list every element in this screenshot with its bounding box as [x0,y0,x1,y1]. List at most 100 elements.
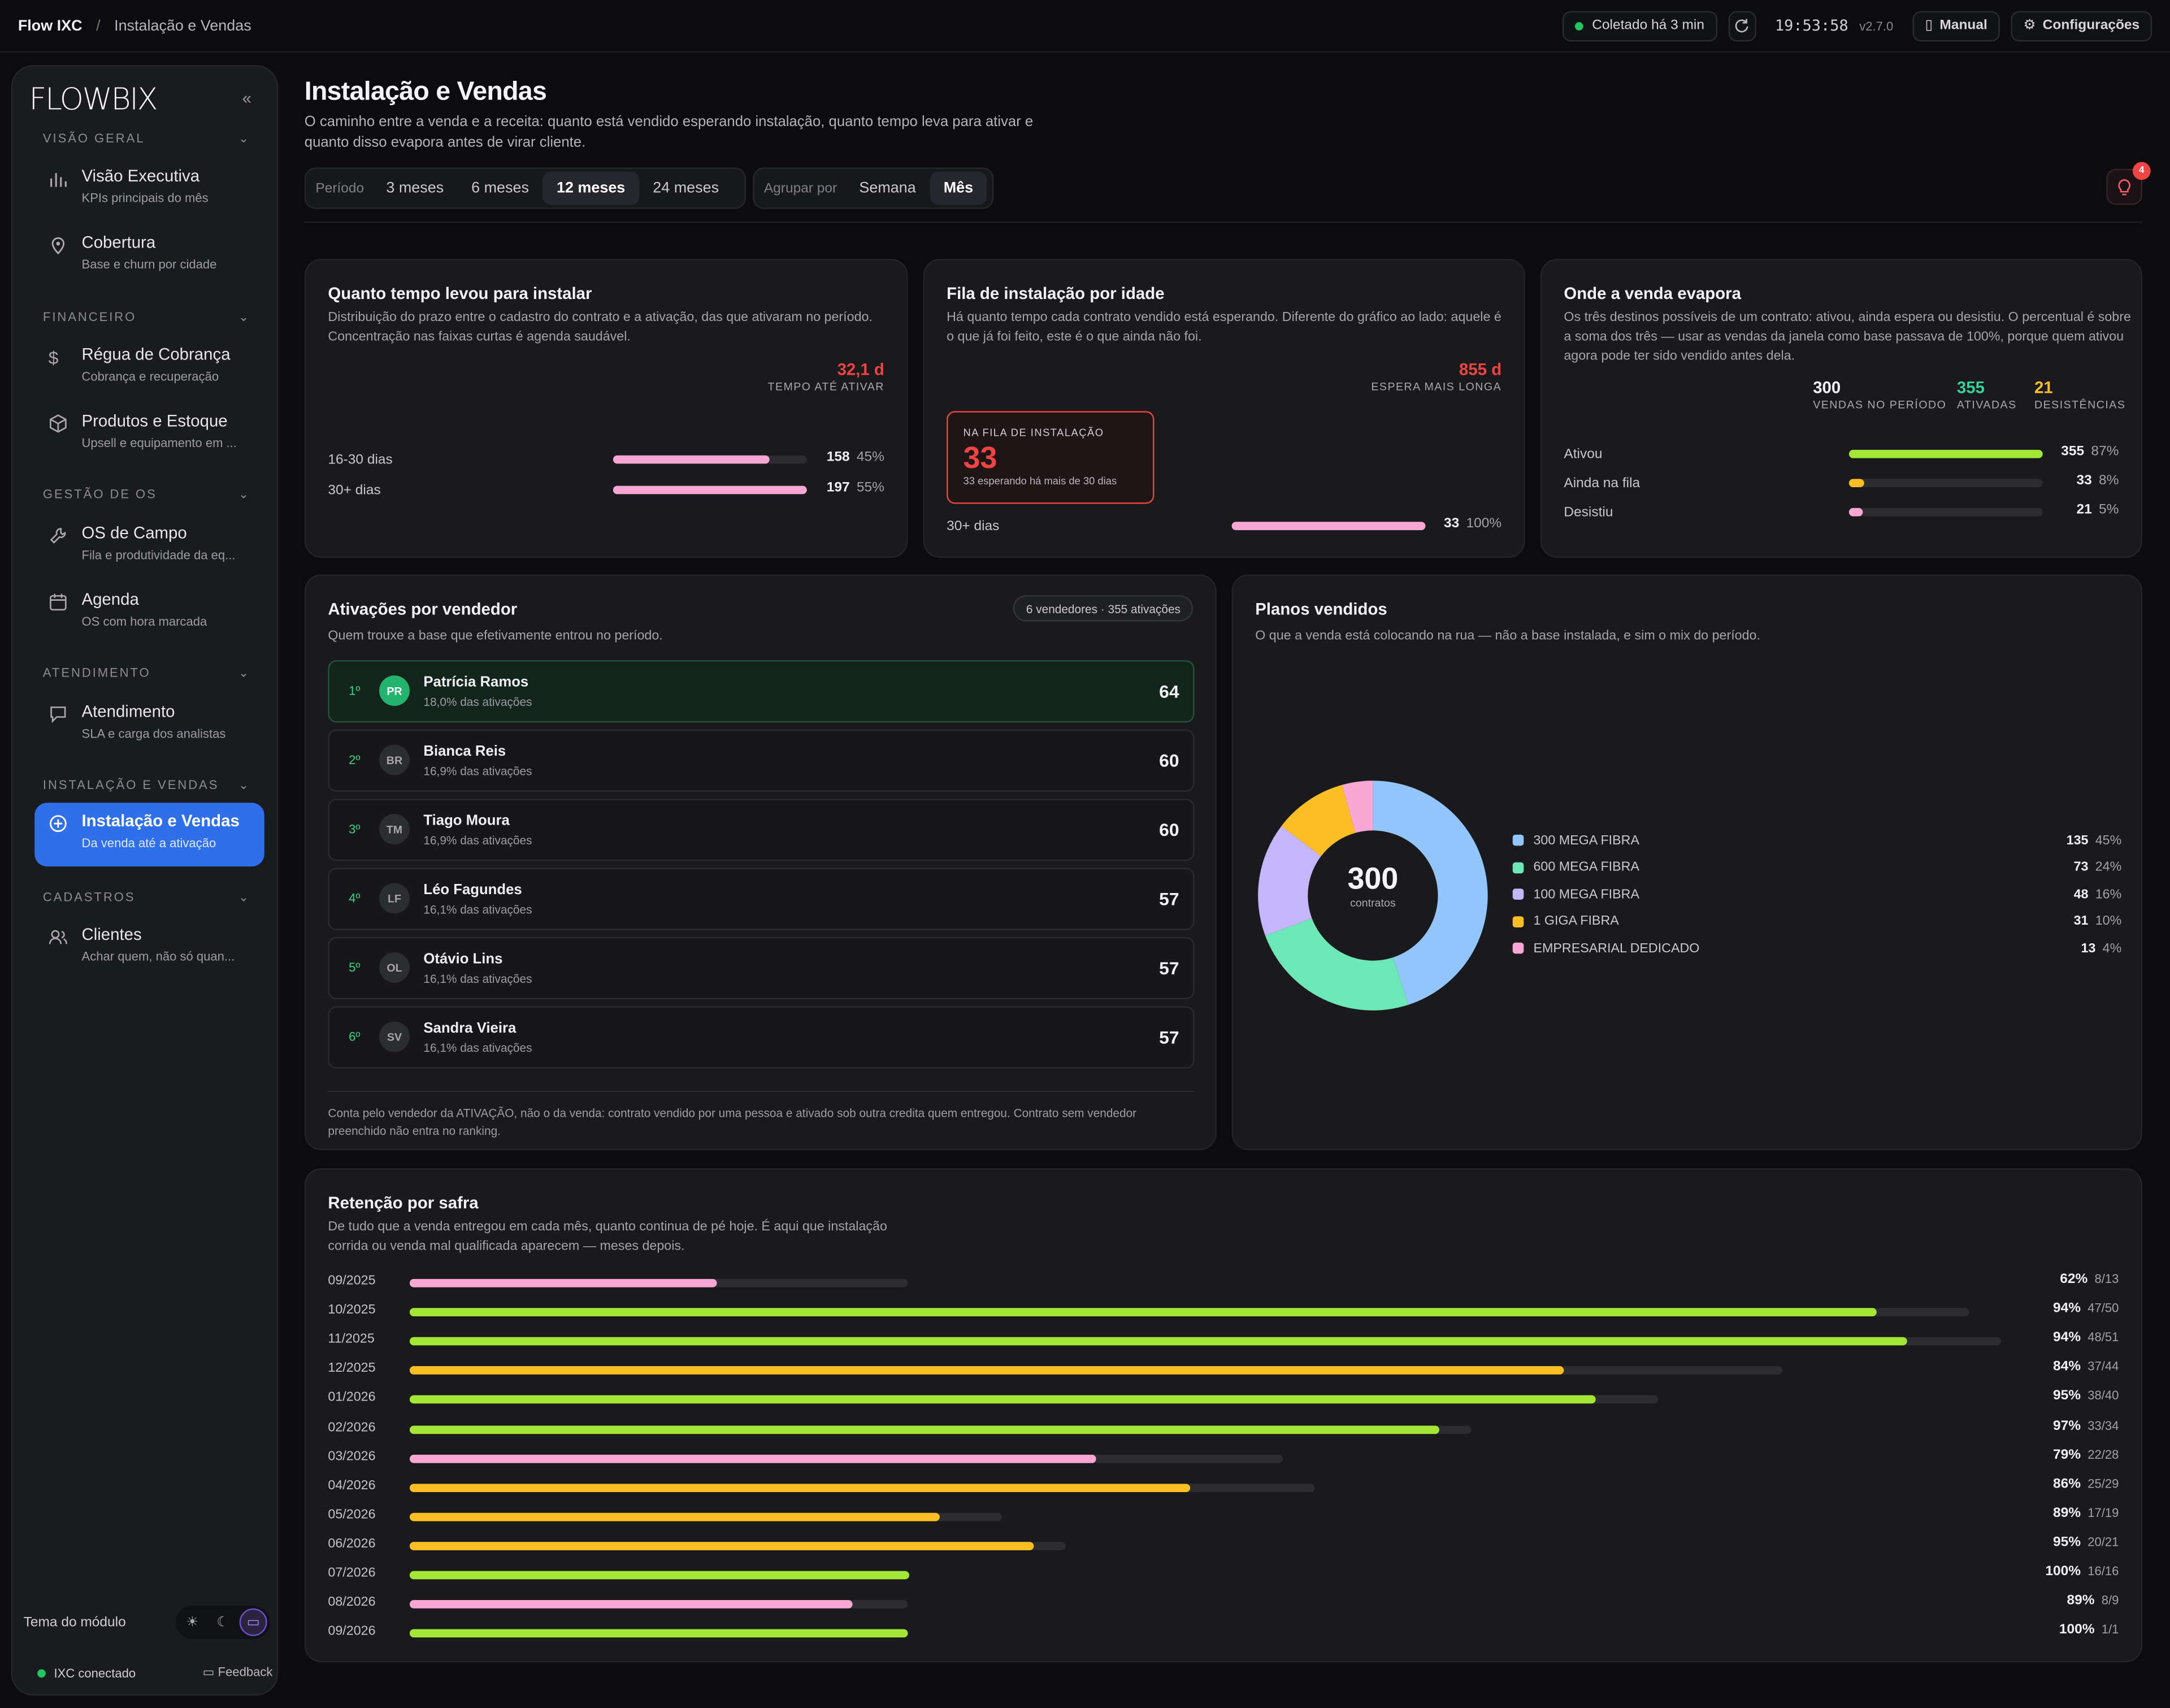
donut-slice[interactable] [1373,781,1488,1005]
bar-track [1848,479,2043,488]
sidebar-item-label: Instalação e Vendas [81,811,240,831]
section-financeiro[interactable]: FINANCEIRO ⌄ [43,310,250,326]
card-description: De tudo que a venda entregou em cada mês… [328,1219,887,1254]
seller-share: 16,1% das ativações [423,972,532,986]
avatar: TM [379,814,410,844]
retention-percent: 89% [2067,1593,2095,1609]
retention-percent: 95% [2052,1534,2081,1550]
sidebar-item-cobertura[interactable]: Cobertura Base e churn por cidade [34,224,264,288]
sidebar-item-sub: KPIs principais do mês [81,190,209,205]
sidebar-item-instalacao-vendas[interactable]: Instalação e Vendas Da venda até a ativa… [34,803,264,867]
seller-count: 57 [1159,957,1179,979]
period-option-3m[interactable]: 3 meses [386,180,444,197]
sidebar-item-regua-cobranca[interactable]: $ Régua de Cobrança Cobrança e recuperaç… [34,336,264,400]
bar-track [613,455,807,464]
period-option-6m[interactable]: 6 meses [471,180,529,197]
retention-ratio: 1/1 [2101,1622,2119,1637]
insights-button[interactable] [2106,168,2143,205]
section-instalacao-vendas[interactable]: INSTALAÇÃO E VENDAS ⌄ [43,778,250,793]
group-option-mes[interactable]: Mês [930,171,987,205]
manual-button[interactable]: ▯ Manual [1912,10,2000,41]
legend-percent: 4% [2102,940,2122,956]
manual-label: Manual [1939,18,1987,33]
sidebar-item-os-campo[interactable]: OS de Campo Fila e produtividade da eq..… [34,515,264,579]
legend-item: 100 MEGA FIBRA 48 16% [1512,885,2121,904]
seller-name: Bianca Reis [423,743,506,760]
retention-fill [409,1629,908,1638]
queue-card: Fila de instalação por idade Há quanto t… [923,258,1525,558]
connection-status: IXC conectado [54,1666,136,1680]
section-cadastros[interactable]: CADASTROS ⌄ [43,890,250,905]
seller-count: 60 [1159,750,1179,771]
bar-row-label: 16-30 dias [328,452,393,467]
queue-box-sub: 33 esperando há mais de 30 dias [963,475,1117,488]
kpi-espera-longa: 855 d ESPERA MAIS LONGA [1371,360,1501,393]
seller-count: 57 [1159,1027,1179,1048]
donut-slice[interactable] [1342,781,1373,833]
section-gestao-os[interactable]: GESTÃO DE OS ⌄ [43,487,250,502]
feedback-button[interactable]: ▭ Feedback [203,1665,273,1680]
sidebar-item-label: Atendimento [81,701,175,721]
section-atendimento[interactable]: ATENDIMENTO ⌄ [43,666,250,681]
plans-card: Planos vendidos O que a venda está coloc… [1231,574,2143,1151]
donut-slice[interactable] [1281,784,1356,856]
retention-track [409,1541,1065,1550]
seller-row[interactable]: 3º TM Tiago Moura 16,9% das ativações 60 [328,799,1195,861]
legend-swatch [1512,942,1524,954]
sidebar-item-clientes[interactable]: Clientes Achar quem, não só quan... [34,916,264,980]
sidebar-item-sub: Achar quem, não só quan... [81,950,235,964]
sidebar-item-produtos-estoque[interactable]: Produtos e Estoque Upsell e equipamento … [34,403,264,467]
collected-status-text: Coletado há 3 min [1592,18,1705,33]
donut-center-value: 300 [1347,861,1399,896]
seller-share: 16,1% das ativações [423,1041,532,1055]
seller-share: 18,0% das ativações [423,695,532,709]
bar-track [1231,522,1426,530]
monitor-icon[interactable]: ▭ [239,1608,267,1636]
seller-row[interactable]: 2º BR Bianca Reis 16,9% das ativações 60 [328,729,1195,792]
legend-values: 13 4% [2081,940,2122,956]
divider [304,221,2143,223]
retention-values: 84% 37/44 [2053,1360,2119,1375]
sidebar-item-agenda[interactable]: Agenda OS com hora marcada [34,582,264,645]
retention-track [409,1512,1003,1521]
legend-label: 300 MEGA FIBRA [1533,833,1639,848]
retention-percent: 97% [2052,1418,2081,1433]
avatar: OL [379,952,410,983]
sidebar-item-atendimento[interactable]: Atendimento SLA e carga dos analistas [34,693,264,757]
sidebar-item-sub: Cobrança e recuperação [81,369,219,384]
sidebar-item-sub: Fila e produtividade da eq... [81,548,236,562]
sun-icon[interactable]: ☀ [186,1614,199,1630]
sidebar-item-visao-executiva[interactable]: Visão Executiva KPIs principais do mês [34,158,264,222]
collapse-sidebar-icon[interactable]: « [242,88,251,109]
bar-percent: 100% [1466,516,1502,532]
section-visao-geral[interactable]: VISÃO GERAL ⌄ [43,132,250,147]
refresh-button[interactable] [1728,10,1756,41]
sidebar-item-label: Cobertura [81,232,156,252]
seller-row[interactable]: 1º PR Patrícia Ramos 18,0% das ativações 64 [328,660,1195,723]
seller-row[interactable]: 6º SV Sandra Vieira 16,1% das ativações 57 [328,1006,1195,1069]
retention-percent: 100% [2059,1622,2095,1638]
card-description: Os três destinos possíveis de um contrat… [1564,310,2131,365]
period-option-12m[interactable]: 12 meses [542,171,639,205]
seller-row[interactable]: 5º OL Otávio Lins 16,1% das ativações 57 [328,937,1195,1000]
box-icon [50,414,67,433]
theme-selector: Tema do módulo ☀ ☾ ▭ [24,1605,270,1639]
retention-percent: 100% [2045,1564,2081,1580]
kpi-label: TEMPO ATÉ ATIVAR [767,380,884,393]
donut-slice[interactable] [1258,826,1321,936]
seller-share: 16,9% das ativações [423,833,532,847]
seller-row[interactable]: 4º LF Léo Fagundes 16,1% das ativações 57 [328,868,1195,930]
settings-button[interactable]: ⚙ Configurações [2011,10,2152,41]
retention-month: 02/2026 [328,1419,376,1435]
app-title[interactable]: Flow IXC [18,17,83,34]
group-option-semana[interactable]: Semana [859,180,916,197]
alerts-count-badge: 4 [2132,162,2151,180]
retention-ratio: 47/50 [2087,1301,2119,1315]
donut-slice[interactable] [1265,918,1409,1011]
period-option-24m[interactable]: 24 meses [653,180,719,197]
retention-card: Retenção por safra De tudo que a venda e… [304,1168,2143,1663]
card-title: Retenção por safra [328,1193,479,1213]
moon-icon[interactable]: ☾ [216,1614,229,1630]
retention-fill [409,1308,1877,1317]
legend-swatch [1512,861,1524,873]
